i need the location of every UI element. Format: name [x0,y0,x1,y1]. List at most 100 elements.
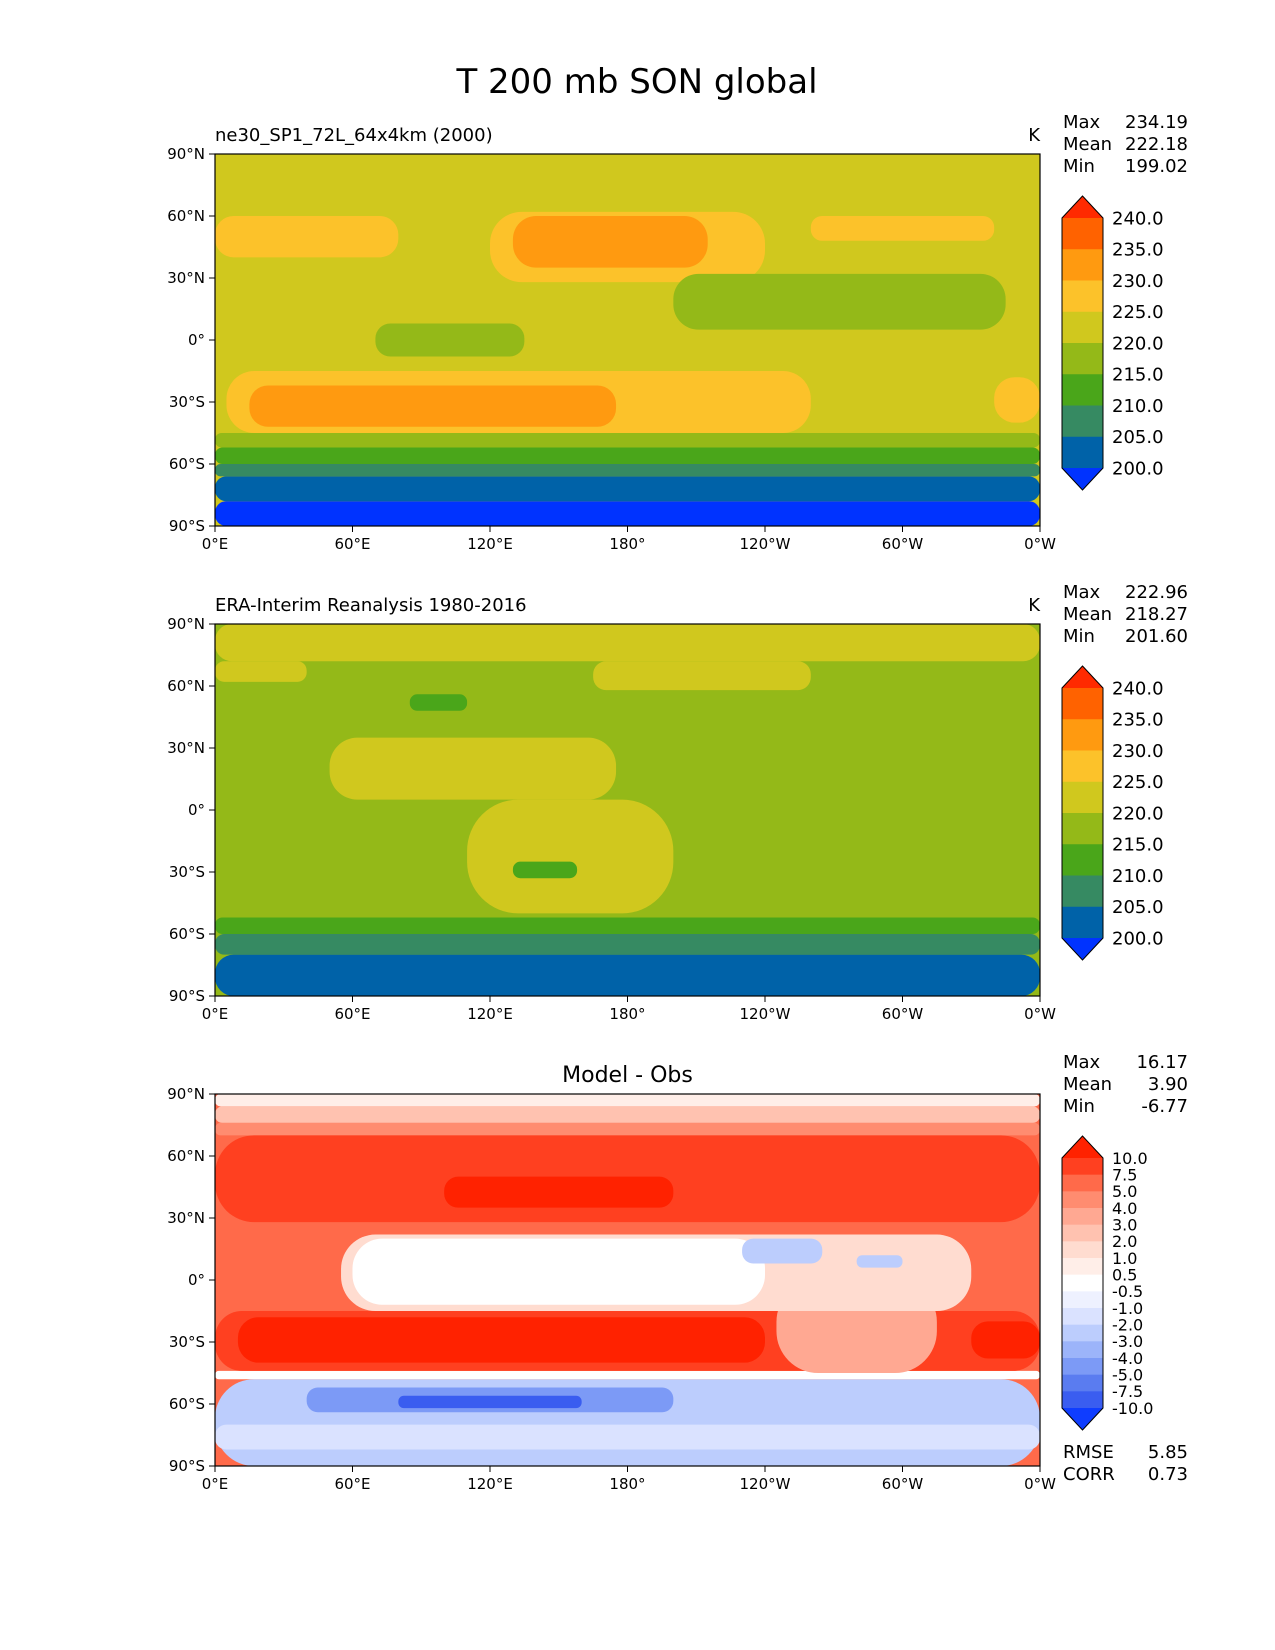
colorbar-label: 215.0 [1112,365,1164,386]
y-tick-label: 90°S [169,1457,205,1475]
x-tick-label: 60°E [334,1475,370,1493]
stat-label-min: Min [1063,156,1095,177]
field [215,624,1040,996]
stat-label-max: Max [1063,1052,1101,1073]
contour-region [512,861,578,879]
contour-region [215,501,1040,526]
colorbar-extend-min [1062,468,1103,490]
colorbar-segment [1062,1391,1103,1409]
colorbar-extend-max [1062,1136,1103,1158]
colorbar-segment [1062,249,1103,282]
panel-title: ERA-Interim Reanalysis 1980-2016 [215,595,527,616]
contour-region [444,1176,674,1208]
y-tick-label: 90°N [167,145,205,163]
colorbar-label: 2.0 [1112,1232,1137,1251]
contour-region [215,464,1040,477]
colorbar-segment [1062,280,1103,313]
colorbar-label: 3.0 [1112,1215,1137,1234]
contour-region [215,934,1040,955]
panels: 0°E 60°E 120°E 180° 120°W 60°W 0°W 90°N 60°N 30°N… [167,112,1188,1493]
colorbar-segment [1062,781,1103,814]
stat-label-mean: Mean [1063,1074,1112,1095]
contour-region [237,1317,765,1363]
colorbar-segment [1062,1274,1103,1292]
colorbar-label: 210.0 [1112,396,1164,417]
colorbar-label: -4.0 [1112,1349,1143,1368]
contour-region [215,1370,1040,1380]
colorbar-segment [1062,750,1103,783]
y-tick-label: 30°S [169,393,205,411]
y-tick-label: 30°N [167,739,205,757]
colorbar-extend-min [1062,1408,1103,1430]
x-tick-label: 0°E [202,1475,229,1493]
stat-value-min: -6.77 [1141,1096,1188,1117]
panel-title: ne30_SP1_72L_64x4km (2000) [215,125,493,146]
colorbar-segment [1062,436,1103,469]
contour-region [215,433,1040,448]
contour-region [249,385,617,427]
colorbar-label: 4.0 [1112,1199,1137,1218]
panel-title: Model - Obs [562,1063,693,1088]
colorbar-segment [1062,405,1103,438]
contour-region [994,377,1040,423]
colorbar-segment [1062,813,1103,845]
colorbar-label: -5.0 [1112,1365,1143,1384]
y-tick-label: 60°S [169,925,205,943]
colorbar-label: 220.0 [1112,333,1164,354]
map-panel-1: 0°E 60°E 120°E 180° 120°W 60°W 0°W 90°N 60°N 30°N… [167,112,1188,553]
colorbar-segment [1062,1241,1103,1259]
contour-region [215,1122,1040,1136]
colorbar-segment [1062,1341,1103,1359]
stat-label-mean: Mean [1063,134,1112,155]
colorbar-extend-max [1062,196,1103,218]
y-tick-label: 30°S [169,1333,205,1351]
colorbar-segment [1062,719,1103,752]
colorbar-outline [1061,195,1104,491]
colorbar-label: 235.0 [1112,710,1164,731]
x-tick-label: 0°W [1024,535,1056,553]
contour-region [215,447,1040,464]
x-tick-label: 120°E [467,1005,513,1023]
footer-label-rmse: RMSE [1063,1442,1114,1463]
contour-region [215,624,1040,662]
colorbar-outline [1061,665,1104,961]
x-tick-label: 60°E [334,535,370,553]
colorbar-segment [1062,1324,1103,1342]
contour-region [467,799,674,914]
stat-label-max: Max [1063,582,1101,603]
stat-value-min: 201.60 [1125,626,1188,647]
contour-region [673,273,1006,330]
x-tick-label: 120°E [467,1475,513,1493]
colorbar-label: 230.0 [1112,271,1164,292]
x-tick-label: 60°W [882,1475,924,1493]
field [215,154,1040,526]
y-tick-label: 0° [188,331,205,349]
colorbar-label: -2.0 [1112,1315,1143,1334]
stat-value-max: 16.17 [1136,1052,1188,1073]
contour-region [971,1321,1040,1359]
y-tick-label: 60°N [167,207,205,225]
colorbar-label: 205.0 [1112,427,1164,448]
y-tick-label: 60°N [167,677,205,695]
x-tick-label: 180° [609,1475,645,1493]
colorbar-label: 7.5 [1112,1165,1137,1184]
contour-region [215,917,1040,934]
contour-region [215,476,1040,502]
contour-region [215,661,307,682]
colorbar-label: 210.0 [1112,866,1164,887]
contour-region [593,661,811,691]
y-tick-label: 60°S [169,455,205,473]
y-tick-label: 90°N [167,615,205,633]
footer-value-corr: 0.73 [1148,1464,1188,1485]
contour-region [409,694,468,711]
contour-region [215,1094,1040,1107]
stat-label-min: Min [1063,1096,1095,1117]
colorbar-label: -0.5 [1112,1282,1143,1301]
x-tick-label: 60°E [334,1005,370,1023]
y-tick-label: 60°S [169,1395,205,1413]
stat-value-mean: 3.90 [1148,1074,1188,1095]
x-tick-label: 120°W [740,535,791,553]
x-tick-label: 60°W [882,535,924,553]
stat-value-mean: 222.18 [1125,134,1188,155]
